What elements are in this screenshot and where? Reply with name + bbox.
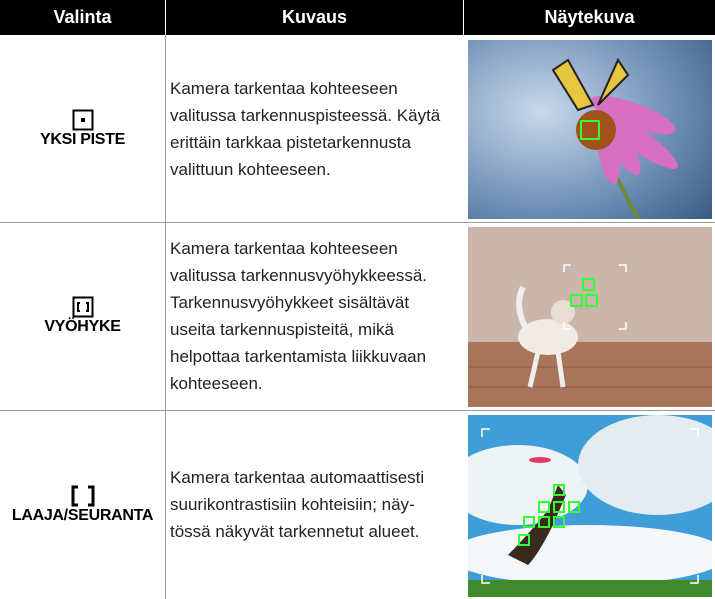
description: Kamera tarkentaa kohteeseen valitussa tar… [170,35,462,222]
option-label: LAAJA/SEURANTA [11,506,154,524]
description-line: Kamera tarkentaa kohteeseen [170,239,398,258]
sample-image [468,227,712,407]
icon [72,109,93,130]
sample-image [468,40,712,219]
column-header: Kuvaus [166,0,463,35]
description: Kamera tarkentaa kohteeseen valitussa tar… [170,222,462,410]
description-line: Tarkennusvyöhykkeet sisältävät [170,293,410,312]
option: VYÖHYKE [0,222,165,410]
column-header: Valinta [0,0,165,35]
description-line: kohteeseen. [170,374,263,393]
option-label: VYÖHYKE [44,318,121,335]
sample-image [468,415,712,597]
description-line: helpottaa tarkentamista liikkuvaan [170,347,427,366]
description-line: Kamera tarkentaa kohteeseen [170,78,398,98]
divider [0,410,715,411]
icon [71,485,94,506]
divider [0,222,715,223]
icon [72,296,93,318]
divider [165,35,166,599]
description-line: erittäin tarkkaa pistetarkennusta [170,132,411,152]
description-line: valitussa tarkennuspisteessä. Käytä [170,105,441,125]
option: YKSI PISTE [0,35,165,222]
option-label: YKSI PISTE [39,130,126,148]
option: LAAJA/SEURANTA [0,410,165,599]
description-line: useita tarkennuspisteitä, mikä [170,320,394,339]
description-line: Kamera tarkentaa automaattisesti [170,468,425,487]
description-line: tössä näkyvät tarkennetut alueet. [170,522,420,541]
column-header: Näytekuva [464,0,715,35]
description-line: suurikontrastisiin kohteisiin; näy- [170,495,415,514]
description-line: valitussa tarkennusvyöhykkeessä. [170,266,428,285]
description-line: valittuun kohteeseen. [170,159,331,179]
description: Kamera tarkentaa automaattisesti suurikon… [170,410,462,599]
